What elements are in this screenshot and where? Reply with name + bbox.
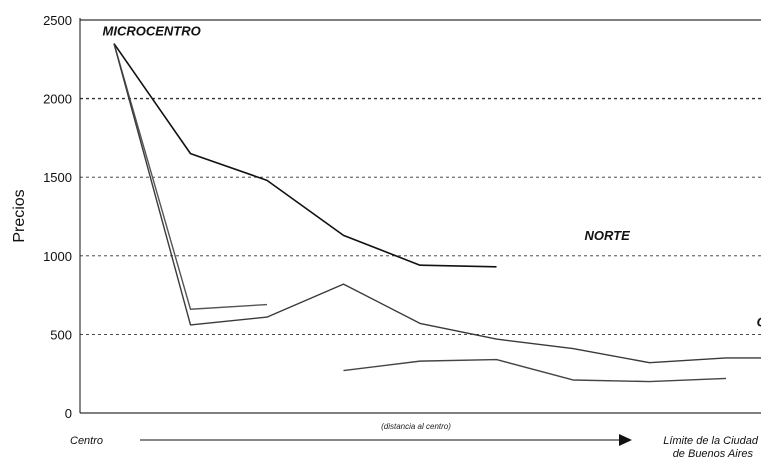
series-lines: [113, 43, 761, 383]
series-label-norte: NORTE: [584, 228, 630, 243]
y-tick-label-2500: 2500: [43, 13, 72, 28]
series-label-centro: CENTRO: [757, 315, 761, 330]
y-tick-label-2000: 2000: [43, 92, 72, 107]
y-tick-label-1500: 1500: [43, 170, 72, 185]
distance-arrow-head: [619, 434, 632, 446]
series-line-unnamed-1: [113, 43, 268, 310]
series-labels: NORTECENTROSURMICROCENTRO: [103, 24, 761, 330]
x-axis-note: (distancia al centro): [381, 422, 451, 431]
series-line-centro: [113, 43, 761, 364]
y-tick-label-0: 0: [65, 406, 72, 421]
series-line-norte: [113, 43, 497, 268]
y-tick-label-500: 500: [50, 327, 72, 342]
y-tick-labels: 0 500 1000 1500 2000 2500: [43, 13, 72, 421]
x-start-label: Centro: [70, 435, 103, 447]
annotation-microcentro: MICROCENTRO: [103, 24, 201, 39]
grid-lines: [80, 19, 761, 414]
y-tick-label-1000: 1000: [43, 249, 72, 264]
series-line-sur: [343, 358, 727, 383]
y-axis-label: Precios: [11, 189, 28, 242]
x-end-label-line1: Límite de la Ciudad: [663, 435, 759, 447]
x-end-label-line2: de Buenos Aires: [673, 448, 754, 459]
